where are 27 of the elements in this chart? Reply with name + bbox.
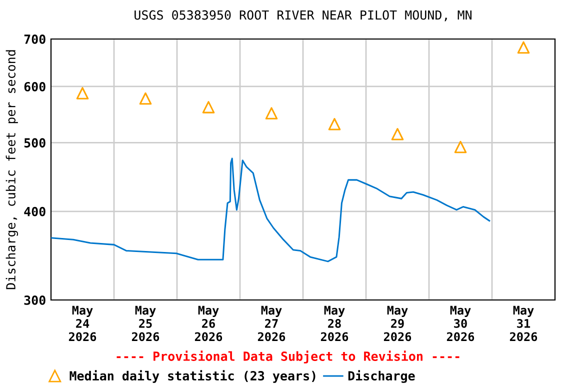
y-tick-label: 700 xyxy=(24,34,46,44)
point xyxy=(454,140,467,154)
y-tick-label: 300 xyxy=(24,295,46,305)
x-tick-label: May 24 2026 xyxy=(68,306,96,342)
x-tick-label: May 28 2026 xyxy=(320,306,348,342)
y-tick-label: 400 xyxy=(24,206,46,216)
y-tick-label: 600 xyxy=(24,82,46,92)
line-series xyxy=(51,158,490,262)
x-tick-label: May 31 2026 xyxy=(510,306,538,342)
point xyxy=(391,128,404,140)
point xyxy=(328,118,341,130)
x-tick-label: May 29 2026 xyxy=(384,306,412,342)
x-tick-label: May 25 2026 xyxy=(132,306,160,342)
text: ---- Provisional Data Subject to Revision ---- xyxy=(116,350,460,364)
legend-label: Median daily statistic (23 years) xyxy=(70,370,316,383)
chart-title: USGS 05383950 ROOT RIVER NEAR PILOT MOUND, MN xyxy=(134,10,472,22)
y-tick-label: 500 xyxy=(24,138,46,148)
x-tick-label: May 30 2026 xyxy=(446,306,474,342)
point xyxy=(139,92,152,105)
point xyxy=(517,41,530,54)
point xyxy=(265,107,278,120)
point xyxy=(76,87,89,100)
y-axis-title: Discharge, cubic feet per second xyxy=(6,50,18,290)
legend-label: Discharge xyxy=(348,370,415,383)
point xyxy=(202,101,215,114)
x-tick-label: May 27 2026 xyxy=(258,306,286,342)
x-tick-label: May 26 2026 xyxy=(194,306,222,342)
